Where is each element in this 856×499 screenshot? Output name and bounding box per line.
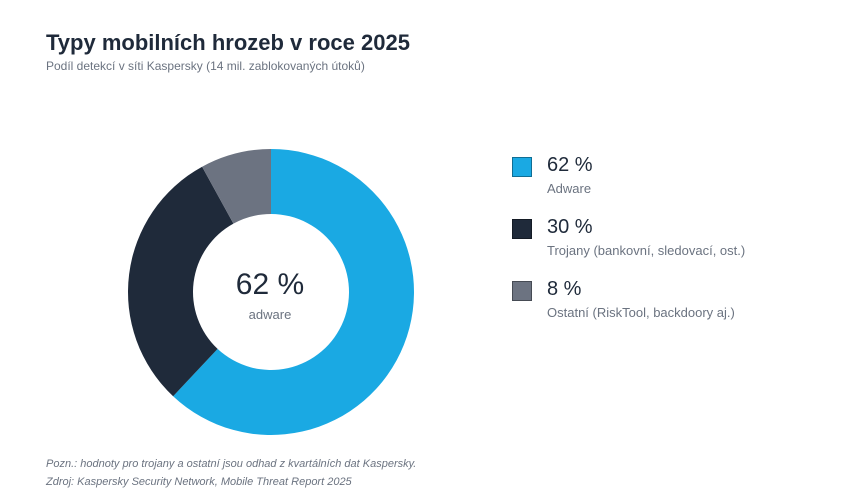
donut-slice-trojany <box>127 166 234 397</box>
source-note: Zdroj: Kaspersky Security Network, Mobil… <box>46 476 352 488</box>
legend-value-adware: 62 % <box>547 154 593 176</box>
footnote: Pozn.: hodnoty pro trojany a ostatní jso… <box>46 458 417 470</box>
legend-value-ostatni: 8 % <box>547 278 582 300</box>
legend-swatch-trojany <box>512 219 532 239</box>
legend-swatch-adware <box>512 157 532 177</box>
donut-center-value: 62 % <box>235 268 305 301</box>
donut-center-label: adware <box>248 307 292 322</box>
legend-label-ostatni: Ostatní (RiskTool, backdoory aj.) <box>547 305 735 320</box>
donut-slice-adware <box>173 149 414 436</box>
chart-subtitle: Podíl detekcí v síti Kaspersky (14 mil. … <box>46 59 365 73</box>
donut-slice-ostatni <box>202 149 271 224</box>
legend-swatch-ostatni <box>512 281 532 301</box>
legend-label-adware: Adware <box>547 181 592 196</box>
chart-title: Typy mobilních hrozeb v roce 2025 <box>46 30 410 55</box>
legend-label-trojany: Trojany (bankovní, sledovací, ost.) <box>547 243 746 258</box>
legend-value-trojany: 30 % <box>547 216 593 238</box>
